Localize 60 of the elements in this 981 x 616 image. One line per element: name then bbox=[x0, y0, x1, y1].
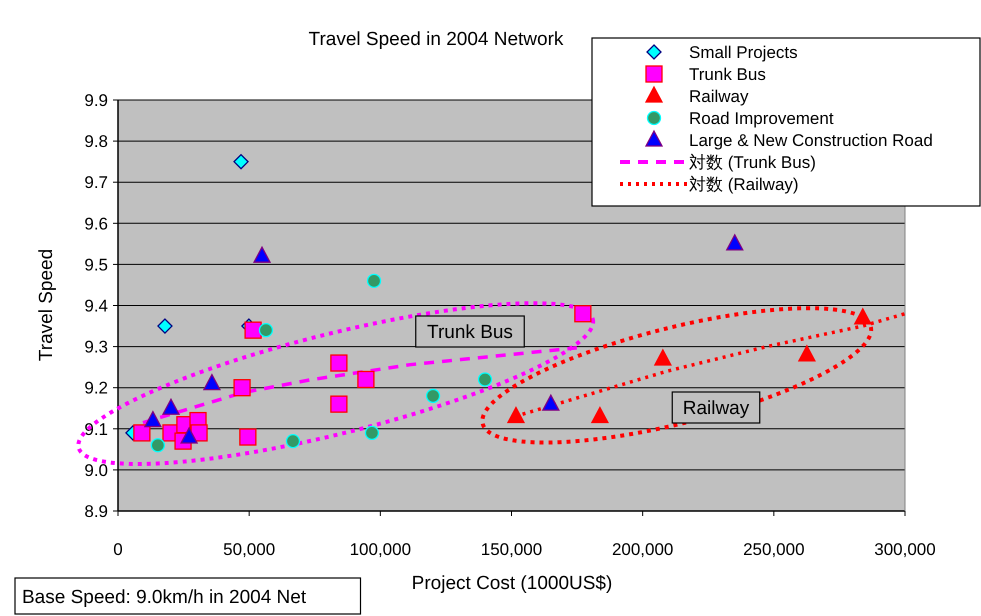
legend-label: Trunk Bus bbox=[689, 65, 766, 84]
point bbox=[162, 398, 180, 415]
point bbox=[244, 322, 262, 339]
point bbox=[366, 274, 382, 288]
y-axis-title: Travel Speed bbox=[36, 248, 57, 362]
text: Base Speed: 9.0km/h in 2004 Net bbox=[22, 587, 307, 608]
chart-title: Travel Speed in 2004 Network bbox=[308, 29, 564, 50]
point bbox=[330, 354, 348, 372]
y-tick-label: 9.3 bbox=[84, 338, 108, 357]
point bbox=[330, 395, 348, 413]
y-tick-label: 9.6 bbox=[84, 214, 108, 234]
legend-label: 対数 (Railway) bbox=[689, 175, 799, 194]
point bbox=[507, 406, 525, 424]
x-tick-label: 250,000 bbox=[743, 540, 805, 559]
point bbox=[133, 424, 151, 442]
y-tick-label: 9.9 bbox=[84, 91, 108, 110]
y-tick-label: 9.0 bbox=[84, 460, 108, 480]
point bbox=[233, 379, 251, 396]
y-tick-label: 9.7 bbox=[84, 173, 108, 192]
point bbox=[542, 394, 560, 411]
point bbox=[150, 438, 166, 452]
x-axis-title: Project Cost (1000US$) bbox=[412, 573, 612, 594]
y-tick-label: 9.8 bbox=[84, 132, 108, 152]
x-tick-label: 300,000 bbox=[874, 540, 936, 559]
point bbox=[654, 349, 672, 366]
point bbox=[574, 305, 592, 322]
point bbox=[203, 374, 221, 390]
point bbox=[364, 426, 380, 440]
point bbox=[233, 154, 249, 170]
point bbox=[726, 234, 744, 250]
y-tick-label: 9.5 bbox=[84, 255, 108, 274]
point bbox=[357, 370, 375, 388]
y-tick-label: 8.9 bbox=[84, 502, 108, 521]
point bbox=[591, 406, 609, 424]
point bbox=[854, 308, 872, 324]
point bbox=[239, 428, 257, 446]
point bbox=[258, 323, 274, 338]
legend-label: Road Improvement bbox=[689, 109, 834, 128]
point bbox=[798, 345, 816, 362]
point bbox=[426, 388, 440, 404]
y-tick-label: 9.4 bbox=[84, 296, 108, 316]
x-tick-label: 0 bbox=[113, 540, 123, 559]
point bbox=[157, 318, 173, 334]
annotation: Trunk Bus bbox=[427, 322, 513, 343]
y-tick-label: 9.2 bbox=[84, 378, 108, 398]
x-tick-label: 150,000 bbox=[480, 540, 542, 559]
legend-label: 対数 (Trunk Bus) bbox=[689, 153, 816, 172]
point bbox=[253, 246, 271, 263]
annotation: Railway bbox=[682, 398, 750, 419]
x-tick-label: 100,000 bbox=[350, 540, 412, 559]
y-tick-label: 9.1 bbox=[84, 420, 108, 439]
legend-label: Railway bbox=[689, 87, 750, 106]
point bbox=[286, 434, 300, 448]
legend-label: Large & New Construction Road bbox=[689, 131, 933, 150]
point bbox=[144, 410, 162, 428]
point bbox=[478, 372, 492, 387]
legend-label: Small Projects bbox=[689, 43, 798, 62]
x-tick-label: 200,000 bbox=[612, 540, 674, 559]
x-tick-label: 50,000 bbox=[223, 540, 276, 559]
point bbox=[180, 427, 198, 444]
